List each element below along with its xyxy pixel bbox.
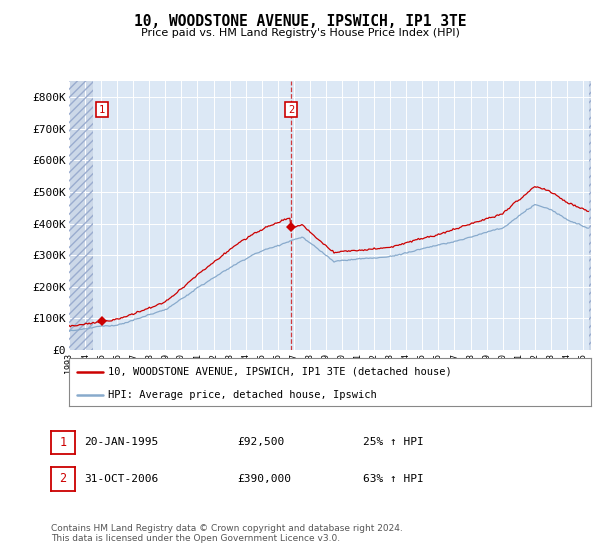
Text: 10, WOODSTONE AVENUE, IPSWICH, IP1 3TE: 10, WOODSTONE AVENUE, IPSWICH, IP1 3TE (134, 14, 466, 29)
Bar (589, 81, 591, 350)
Text: 63% ↑ HPI: 63% ↑ HPI (363, 474, 424, 484)
Text: 1: 1 (59, 436, 67, 449)
Bar (589, 81, 591, 350)
Bar (69, 81, 93, 350)
Text: £92,500: £92,500 (237, 437, 284, 447)
Text: Contains HM Land Registry data © Crown copyright and database right 2024.
This d: Contains HM Land Registry data © Crown c… (51, 524, 403, 543)
Text: 2: 2 (59, 472, 67, 486)
Text: £390,000: £390,000 (237, 474, 291, 484)
Text: 25% ↑ HPI: 25% ↑ HPI (363, 437, 424, 447)
Bar (69, 81, 93, 350)
Text: 31-OCT-2006: 31-OCT-2006 (84, 474, 158, 484)
Text: 1: 1 (99, 105, 105, 115)
Text: 10, WOODSTONE AVENUE, IPSWICH, IP1 3TE (detached house): 10, WOODSTONE AVENUE, IPSWICH, IP1 3TE (… (108, 367, 452, 377)
Text: HPI: Average price, detached house, Ipswich: HPI: Average price, detached house, Ipsw… (108, 390, 377, 400)
Text: 20-JAN-1995: 20-JAN-1995 (84, 437, 158, 447)
Text: 2: 2 (288, 105, 294, 115)
Text: Price paid vs. HM Land Registry's House Price Index (HPI): Price paid vs. HM Land Registry's House … (140, 28, 460, 38)
